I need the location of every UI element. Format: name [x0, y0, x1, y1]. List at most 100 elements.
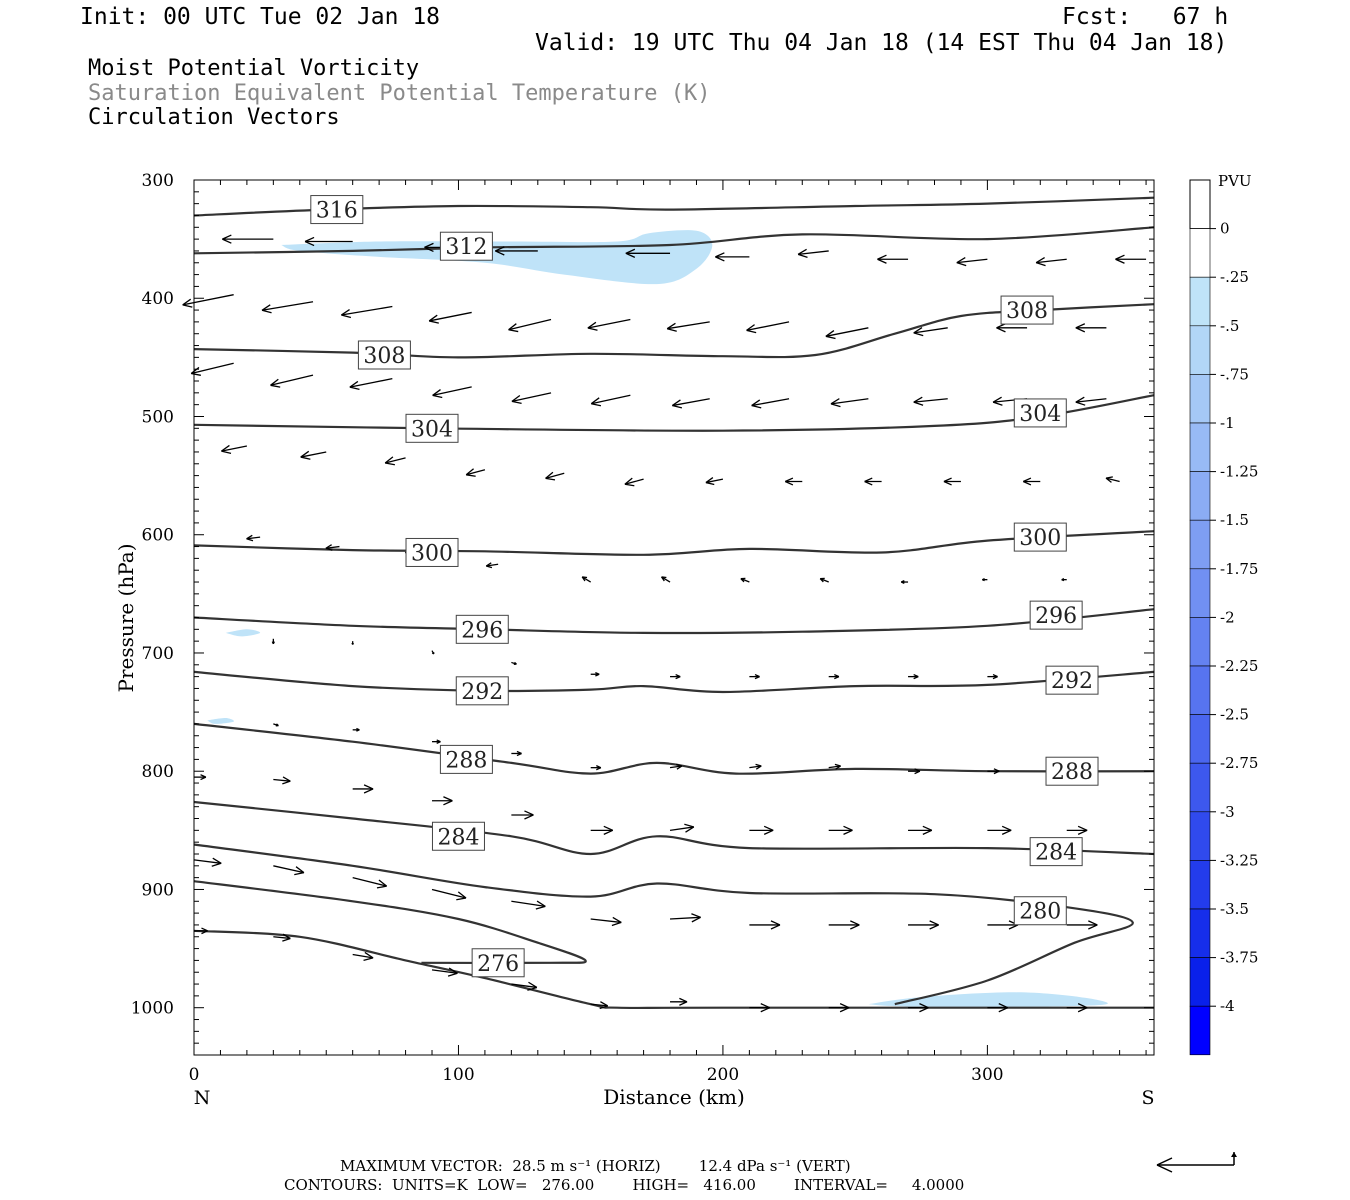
vector-arrow-4	[625, 248, 671, 258]
contour-label-8b: 284	[1035, 841, 1077, 866]
vector-arrow-55	[900, 580, 909, 584]
vector-arrow-104	[194, 927, 208, 935]
vector-arrow-13	[340, 305, 393, 319]
vector-arrow-31	[830, 398, 869, 408]
vector-arrow-59	[351, 641, 354, 645]
colorbar-label-14: -3.5	[1220, 900, 1249, 918]
vector-arrow-7	[877, 254, 909, 264]
vector-arrow-70	[352, 727, 360, 732]
vector-arrow-73	[590, 765, 602, 771]
vector-arrow-52	[660, 576, 671, 583]
contour-label-9a: 280	[1019, 900, 1061, 925]
colorbar-label-16: -4	[1220, 997, 1235, 1015]
vector-arrow-103	[1066, 920, 1098, 930]
contour-label-box-9a	[1013, 896, 1067, 926]
vector-arrow-47	[246, 534, 261, 542]
colorbar-swatch-2	[1189, 325, 1211, 375]
contour-label-box-2b	[1000, 295, 1054, 325]
contour-label-7a: 288	[445, 748, 487, 773]
contour-label-box-8a	[431, 821, 485, 851]
colorbar-swatch-0	[1189, 228, 1211, 278]
vector-arrow-25	[349, 378, 393, 390]
vector-arrow-17	[666, 321, 710, 332]
vector-arrow-11	[182, 294, 234, 308]
vector-arrow-99	[749, 920, 781, 930]
vector-arrow-71	[432, 739, 441, 744]
contour-label-4a: 300	[411, 541, 453, 566]
contour-label-10a: 276	[477, 952, 519, 977]
x-tick-label-200: 200	[707, 1065, 739, 1085]
vector-arrow-5	[715, 252, 750, 262]
colorbar-swatch-16	[1189, 1005, 1211, 1056]
axis-tick-layer: 300 400 500 600 700 800 900 1000 0 100 200 300	[131, 171, 1154, 1085]
vector-arrow-22	[1075, 323, 1107, 333]
colorbar-swatch-top	[1189, 179, 1211, 230]
mpv-shade-region-1	[225, 629, 261, 637]
mpv-shading-layer	[207, 230, 1108, 1007]
vector-arrow-1	[304, 236, 353, 247]
vector-arrow-35	[221, 444, 248, 454]
vector-arrow-66	[908, 673, 919, 680]
vector-arrow-60	[431, 650, 435, 655]
x-axis-title: Distance (km)	[603, 1085, 745, 1109]
vector-arrow-80	[194, 774, 207, 781]
colorbar-swatch-4	[1189, 422, 1211, 472]
contour-296-5	[193, 608, 1155, 635]
contour-label-box-5a	[455, 614, 509, 644]
colorbar-swatch-5	[1189, 471, 1211, 521]
colorbar-label-9: -2.25	[1220, 657, 1258, 675]
mpv-shade-region-0	[281, 230, 713, 285]
vector-arrow-18	[746, 321, 790, 334]
init-time: Init: 00 UTC Tue 02 Jan 18	[80, 4, 441, 30]
colorbar-swatch-10	[1189, 714, 1211, 764]
vector-arrow-82	[352, 784, 374, 794]
vector-arrow-29	[671, 398, 710, 409]
colorbar-label-6: -1.5	[1220, 511, 1249, 529]
mpv-shade-region-2	[207, 717, 235, 724]
vector-arrow-41	[705, 477, 724, 486]
vector-arrow-91	[1066, 825, 1088, 835]
colorbar-swatch-12	[1189, 811, 1211, 861]
vector-arrow-6	[797, 248, 829, 258]
field-title-theta-es: Saturation Equivalent Potential Temperat…	[88, 81, 711, 106]
colorbar-swatch-1	[1189, 276, 1211, 327]
contour-label-1a: 312	[445, 235, 487, 260]
vector-arrow-112	[828, 1003, 850, 1013]
y-tick-label-400: 400	[142, 289, 174, 309]
vector-arrow-26	[432, 386, 472, 399]
vector-arrow-56	[982, 578, 988, 582]
y-tick-label-1000: 1000	[131, 999, 174, 1019]
y-tick-label-500: 500	[142, 407, 174, 427]
contour-label-box-10a	[471, 948, 525, 978]
vector-arrow-12	[261, 301, 314, 314]
contour-label-8a: 284	[437, 825, 479, 850]
vector-arrow-38	[465, 468, 486, 477]
colorbar-swatch-13	[1189, 860, 1211, 910]
vector-arrow-107	[431, 967, 458, 977]
contour-label-5b: 296	[1035, 604, 1077, 629]
field-title-vectors: Circulation Vectors	[88, 105, 340, 130]
vector-arrow-78	[987, 768, 1000, 775]
vector-arrow-54	[819, 577, 829, 583]
x-tick-label-100: 100	[442, 1065, 474, 1085]
contour-312-1	[193, 226, 1155, 255]
colorbar-label-13: -3.25	[1220, 851, 1258, 869]
vector-arrow-90	[987, 825, 1012, 835]
colorbar-swatch-14	[1189, 908, 1211, 958]
colorbar-label-15: -3.75	[1220, 949, 1258, 967]
colorbar-label-2: -.5	[1220, 317, 1239, 335]
y-tick-label-600: 600	[142, 526, 174, 546]
reference-vector-icon	[1156, 1152, 1237, 1173]
colorbar-swatch-6	[1189, 519, 1211, 570]
vector-arrow-83	[432, 796, 453, 806]
vector-arrow-101	[908, 920, 939, 930]
contour-label-box-8b	[1029, 837, 1083, 867]
valid-time: Valid: 19 UTC Thu 04 Jan 18 (14 EST Thu …	[535, 30, 1228, 56]
vector-arrow-76	[828, 763, 841, 770]
vector-arrow-19	[825, 327, 869, 340]
vector-arrow-74	[669, 763, 683, 770]
vector-arrow-21	[996, 323, 1028, 333]
vector-arrow-108	[511, 981, 538, 991]
contour-label-box-4a	[405, 537, 459, 567]
mpv-shade-region-3	[868, 992, 1108, 1007]
